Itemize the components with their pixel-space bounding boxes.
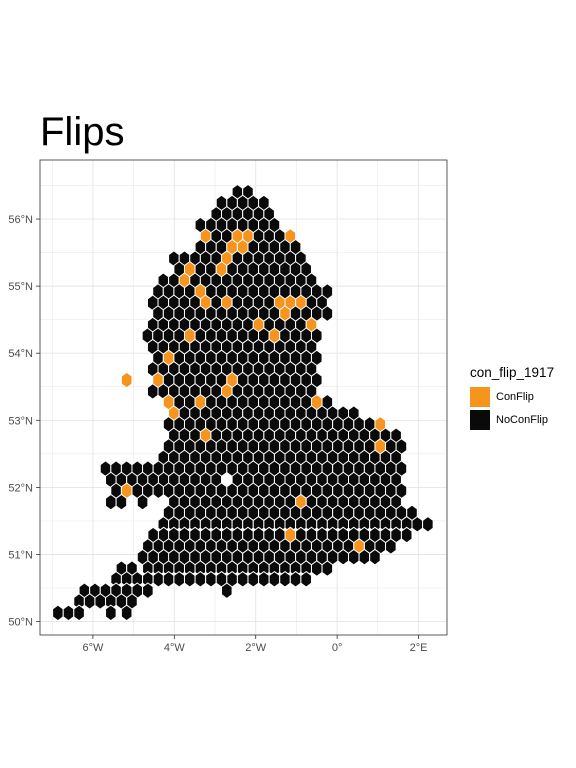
hex-noconflip	[105, 493, 117, 511]
hex-noconflip	[52, 604, 64, 622]
hex-noconflip	[142, 582, 154, 600]
hex-noconflip	[205, 570, 217, 588]
panel-border	[39, 159, 448, 636]
hex-noconflip	[321, 560, 334, 577]
y-tick-label: 51°N	[8, 549, 33, 561]
hex-noconflip	[94, 593, 107, 610]
axis-ticks: 6°W 4°W 2°W 0° 2°E 50°N 51°N 52°N 53°N 54°N 55°N 56…	[8, 214, 427, 654]
hex-noconflip	[115, 493, 128, 511]
x-tick-label: 2°E	[410, 642, 428, 654]
hex-noconflip	[400, 526, 413, 544]
hex-noconflip	[136, 493, 149, 511]
legend: con_flip_1917 ConFlip NoConFlip	[470, 365, 554, 432]
legend-title: con_flip_1917	[470, 365, 555, 380]
hex-noconflip	[310, 560, 323, 577]
x-tick-label: 6°W	[82, 642, 104, 654]
hex-noconflip	[62, 604, 75, 622]
hex-noconflip	[247, 570, 260, 588]
hex-noconflip	[152, 482, 165, 500]
y-tick-label: 53°N	[8, 415, 33, 427]
legend-key-noconflip	[470, 410, 490, 430]
hex-noconflip	[105, 604, 117, 622]
hex-layer	[52, 183, 434, 622]
hex-noconflip	[321, 305, 334, 323]
y-tick-label: 55°N	[8, 281, 33, 293]
y-tick-label: 56°N	[8, 214, 33, 226]
hex-noconflip	[358, 548, 371, 566]
hex-noconflip	[411, 515, 424, 533]
hex-noconflip	[120, 604, 133, 622]
hex-noconflip	[300, 570, 312, 588]
hex-noconflip	[422, 515, 434, 533]
hex-noconflip	[369, 548, 381, 566]
hex-noconflip	[279, 570, 291, 588]
page-title: Flips	[40, 110, 125, 154]
hex-conflip	[120, 371, 133, 389]
hex-noconflip	[289, 570, 302, 588]
y-tick-label: 52°N	[8, 482, 33, 494]
hex-noconflip	[268, 570, 281, 588]
legend-label-conflip: ConFlip	[496, 391, 534, 403]
hex-noconflip	[183, 570, 196, 588]
hex-noconflip	[194, 570, 207, 588]
hex-noconflip	[73, 604, 85, 622]
hex-noconflip	[337, 548, 350, 566]
hex-noconflip	[258, 570, 270, 588]
hex-noconflip	[221, 582, 233, 600]
hex-noconflip	[348, 548, 360, 566]
x-tick-label: 2°W	[245, 642, 267, 654]
y-tick-label: 54°N	[8, 348, 33, 360]
hex-noconflip	[152, 570, 165, 588]
x-tick-label: 4°W	[164, 642, 186, 654]
legend-key-conflip	[470, 387, 490, 407]
hex-noconflip	[146, 383, 159, 400]
legend-label-noconflip: NoConFlip	[496, 414, 548, 426]
hex-noconflip	[173, 570, 185, 588]
legend-item-conflip: ConFlip	[470, 386, 554, 408]
x-tick-label: 0°	[332, 642, 343, 654]
hex-noconflip	[236, 570, 249, 588]
hex-noconflip	[83, 593, 96, 610]
legend-item-noconflip: NoConFlip	[470, 409, 554, 431]
y-tick-label: 50°N	[8, 617, 33, 629]
hex-noconflip	[162, 570, 175, 588]
hex-noconflip	[385, 538, 397, 555]
